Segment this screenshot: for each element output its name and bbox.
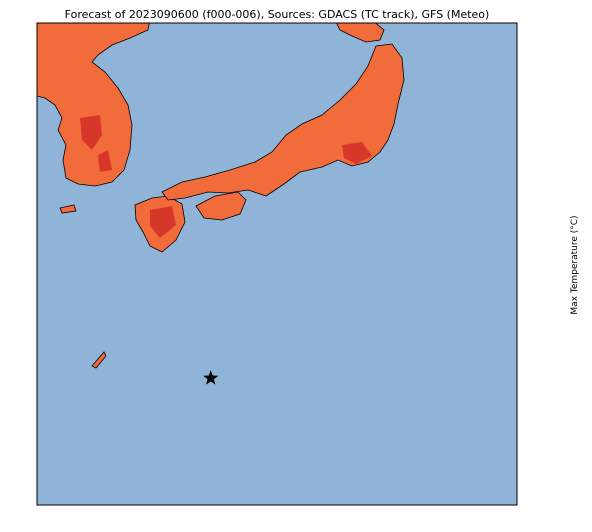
- hokkaido: [336, 23, 385, 43]
- small-island: [59, 204, 77, 214]
- korea-china: [37, 23, 150, 187]
- honshu: [161, 43, 405, 201]
- map-title: Forecast of 2023090600 (f000-006), Sourc…: [65, 8, 490, 21]
- hot-area: [80, 115, 102, 150]
- hot-area: [98, 150, 112, 172]
- hot-area: [150, 206, 176, 238]
- [object Object]: [203, 370, 219, 385]
- hot-area: [342, 142, 372, 164]
- colorbar-label: Max Temperature (°C): [570, 215, 580, 314]
- map-frame: [36, 22, 518, 506]
- small-island: [91, 351, 107, 369]
- map-area: [37, 23, 517, 505]
- tc-track: [203, 370, 219, 385]
- shikoku: [195, 191, 247, 221]
